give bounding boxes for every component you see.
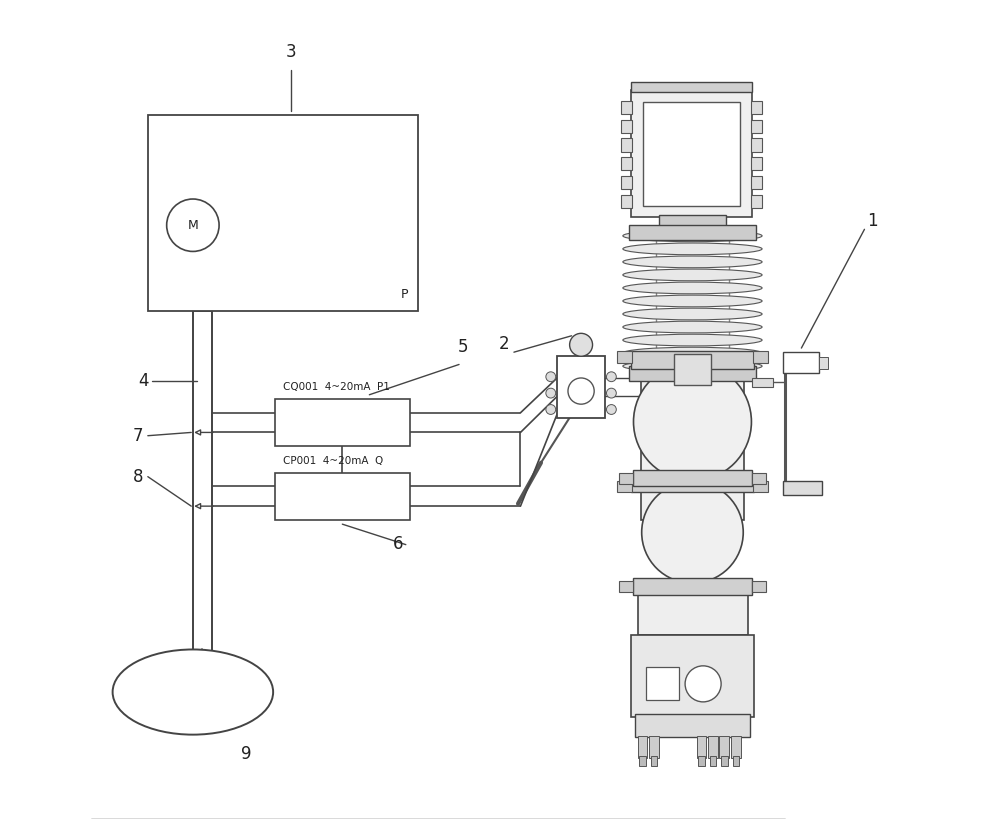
Bar bbox=[659, 215, 726, 229]
Circle shape bbox=[546, 388, 556, 398]
Bar bbox=[751, 195, 762, 208]
Bar bbox=[751, 157, 762, 170]
Circle shape bbox=[685, 666, 721, 702]
Bar bbox=[751, 101, 762, 114]
Bar bbox=[639, 756, 646, 766]
Ellipse shape bbox=[623, 295, 762, 307]
Bar bbox=[631, 90, 752, 217]
Bar bbox=[629, 225, 756, 240]
Bar bbox=[733, 756, 739, 766]
Text: 5: 5 bbox=[458, 338, 468, 356]
Bar bbox=[783, 352, 819, 373]
Circle shape bbox=[633, 363, 751, 481]
Ellipse shape bbox=[623, 269, 762, 281]
Bar bbox=[621, 157, 632, 170]
Bar bbox=[633, 578, 752, 595]
Bar bbox=[557, 356, 605, 418]
Circle shape bbox=[606, 372, 616, 382]
Bar bbox=[783, 481, 822, 495]
Bar bbox=[751, 120, 762, 133]
Bar bbox=[641, 381, 744, 520]
Bar bbox=[753, 351, 768, 363]
Bar bbox=[631, 82, 752, 92]
Text: 3: 3 bbox=[286, 43, 296, 61]
Text: 1: 1 bbox=[867, 212, 878, 230]
Ellipse shape bbox=[623, 347, 762, 359]
Bar bbox=[631, 351, 754, 369]
Text: P: P bbox=[401, 288, 408, 301]
Bar bbox=[697, 736, 706, 758]
Bar bbox=[752, 581, 766, 592]
Bar bbox=[731, 736, 741, 758]
Circle shape bbox=[568, 378, 594, 405]
Circle shape bbox=[570, 333, 593, 356]
Bar bbox=[643, 102, 740, 206]
Bar bbox=[649, 736, 659, 758]
Circle shape bbox=[642, 482, 743, 583]
Ellipse shape bbox=[623, 308, 762, 320]
Ellipse shape bbox=[623, 230, 762, 242]
Bar bbox=[619, 581, 633, 592]
Bar bbox=[651, 756, 657, 766]
Bar bbox=[708, 736, 718, 758]
Text: 4: 4 bbox=[138, 372, 149, 390]
Bar bbox=[751, 176, 762, 189]
Bar bbox=[721, 756, 728, 766]
Text: 7: 7 bbox=[133, 427, 143, 445]
Ellipse shape bbox=[623, 243, 762, 255]
Circle shape bbox=[167, 199, 219, 251]
Bar bbox=[621, 195, 632, 208]
Bar bbox=[631, 474, 754, 492]
Bar bbox=[633, 470, 752, 486]
Bar bbox=[638, 581, 748, 635]
Bar bbox=[275, 473, 410, 520]
Text: CP001  4~20mA  Q: CP001 4~20mA Q bbox=[283, 456, 383, 466]
Bar bbox=[617, 481, 632, 492]
Bar bbox=[275, 399, 410, 446]
Bar bbox=[698, 756, 705, 766]
Circle shape bbox=[546, 372, 556, 382]
Text: CQ001  4~20mA  P1: CQ001 4~20mA P1 bbox=[283, 382, 390, 392]
Text: 6: 6 bbox=[392, 535, 403, 553]
Bar bbox=[631, 635, 754, 717]
Ellipse shape bbox=[623, 321, 762, 333]
Bar bbox=[752, 378, 773, 387]
Ellipse shape bbox=[623, 282, 762, 294]
Bar bbox=[621, 176, 632, 189]
Ellipse shape bbox=[623, 256, 762, 268]
Bar bbox=[719, 736, 729, 758]
Ellipse shape bbox=[113, 649, 273, 735]
Bar bbox=[751, 138, 762, 152]
Circle shape bbox=[606, 405, 616, 414]
Bar bbox=[752, 473, 766, 484]
Bar bbox=[710, 756, 716, 766]
Bar bbox=[674, 354, 711, 385]
Bar bbox=[635, 714, 750, 737]
Bar bbox=[646, 667, 679, 700]
Text: M: M bbox=[188, 219, 198, 232]
Bar bbox=[148, 115, 418, 311]
Text: 8: 8 bbox=[133, 468, 143, 486]
Bar bbox=[629, 366, 756, 381]
Bar bbox=[619, 473, 633, 484]
Bar bbox=[621, 138, 632, 152]
Ellipse shape bbox=[623, 360, 762, 372]
Bar bbox=[753, 481, 768, 492]
Bar bbox=[617, 351, 632, 363]
Circle shape bbox=[546, 405, 556, 414]
Ellipse shape bbox=[623, 334, 762, 346]
Bar bbox=[621, 101, 632, 114]
Text: 2: 2 bbox=[499, 335, 509, 353]
Bar bbox=[621, 120, 632, 133]
Text: 9: 9 bbox=[241, 745, 251, 763]
Circle shape bbox=[606, 388, 616, 398]
Bar bbox=[819, 357, 828, 369]
Bar bbox=[638, 736, 647, 758]
